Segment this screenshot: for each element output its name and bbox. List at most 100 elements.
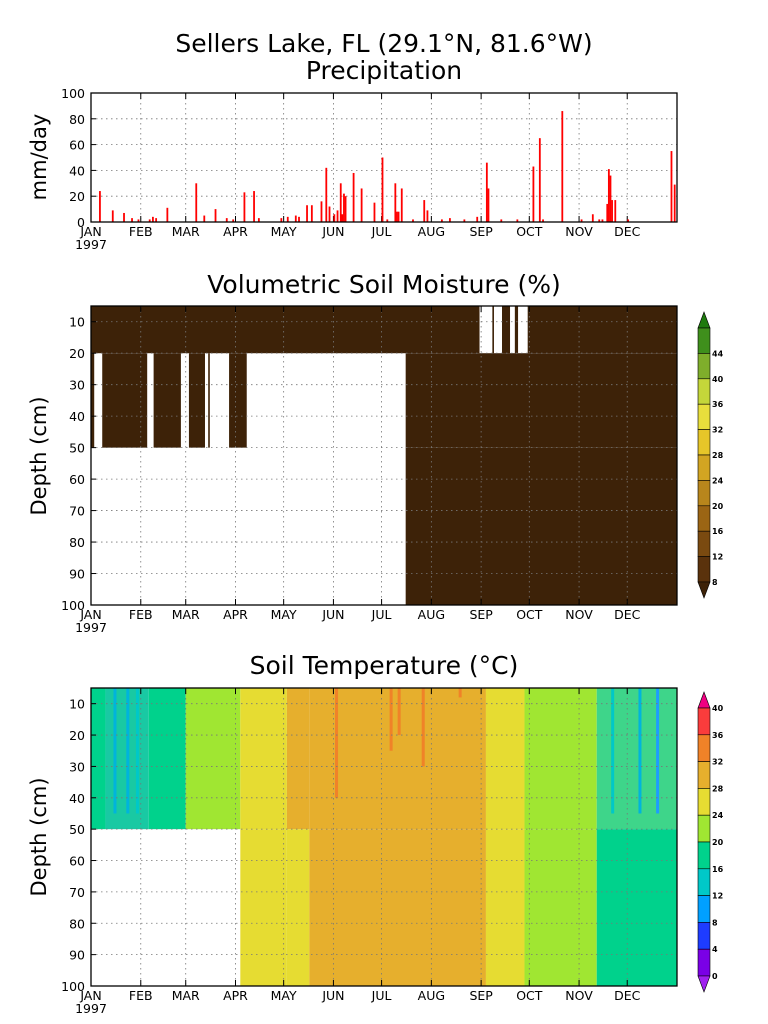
moisture-cell	[91, 353, 95, 448]
precip-bar	[485, 162, 488, 222]
precip-bar	[538, 138, 541, 222]
precip-bar	[152, 216, 154, 222]
moisture-title: Volumetric Soil Moisture (%)	[207, 270, 561, 299]
precip-bar	[325, 167, 328, 222]
precip-bar	[516, 219, 519, 222]
plot-frame	[90, 305, 678, 606]
temperature-cell	[524, 829, 597, 986]
temperature-cell	[524, 688, 597, 830]
precip-bar	[155, 218, 158, 222]
x-tick-label: MAR	[172, 607, 200, 622]
y-tick-label: 10	[69, 697, 85, 712]
precip-bar	[333, 214, 336, 222]
temperature-cell	[458, 688, 462, 698]
precip-bar	[627, 219, 630, 222]
precip-bar	[352, 172, 355, 222]
x-tick-label: FEB	[129, 988, 153, 1003]
colorbar-label: 44	[712, 349, 724, 358]
precip-bar	[476, 216, 479, 222]
precip-bar	[580, 219, 583, 222]
precip-bar	[423, 200, 426, 222]
x-tick-label: OCT	[516, 224, 543, 239]
precip-bar	[561, 111, 564, 222]
x-tick-label: NOV	[565, 988, 593, 1003]
precip-bar	[386, 219, 389, 222]
temperature-cell	[113, 688, 117, 814]
precip-bar	[463, 219, 466, 222]
temperature-cell	[240, 829, 287, 986]
year-label: 1997	[75, 237, 107, 252]
precip-bar	[360, 188, 363, 222]
colorbar-swatch	[697, 948, 711, 977]
y-tick-label: 90	[69, 567, 85, 582]
precip-bar	[500, 219, 503, 222]
y-tick-label: 80	[69, 535, 85, 550]
colorbar-swatch	[697, 480, 711, 507]
precip-bar	[343, 193, 345, 222]
temperature-cell	[91, 688, 106, 830]
temperature-cell	[335, 688, 339, 798]
precip-bar	[542, 219, 544, 222]
x-tick-label: MAY	[271, 607, 297, 622]
precip-bar	[339, 183, 342, 222]
temperature-cell	[485, 688, 525, 830]
precip-bar	[373, 202, 376, 222]
colorbar-label: 28	[712, 784, 724, 793]
colorbar-label: 8	[712, 578, 718, 587]
x-tick-label: JUN	[321, 988, 344, 1003]
colorbar-swatch	[697, 581, 711, 599]
temperature-cell	[397, 688, 401, 736]
precip-bar	[195, 183, 198, 222]
x-tick-label: SEP	[469, 224, 493, 239]
x-tick-label: JUN	[321, 607, 344, 622]
precip-bar	[306, 205, 308, 222]
x-tick-label: SEP	[469, 607, 493, 622]
colorbar-swatch	[697, 922, 711, 950]
colorbar-label: 12	[712, 892, 723, 901]
precip-bar	[214, 209, 217, 222]
moisture-y-label: Depth (cm)	[27, 396, 51, 515]
moisture-cell	[153, 353, 181, 448]
moisture-cell	[102, 353, 148, 448]
temperature-cell	[596, 688, 677, 830]
x-tick-label: JUN	[321, 224, 344, 239]
y-tick-label: 80	[69, 916, 85, 931]
precip-bar	[257, 218, 260, 222]
x-tick-label: SEP	[469, 988, 493, 1003]
temperature-cell	[596, 829, 677, 986]
colorbar-swatch	[697, 530, 711, 557]
precip-bar	[487, 188, 490, 222]
precip-bar	[344, 196, 347, 222]
year-label: 1997	[75, 620, 107, 635]
precip-bar	[298, 216, 300, 222]
colorbar-swatch	[697, 788, 711, 816]
temperature-cell	[286, 688, 310, 830]
x-tick-label: AUG	[418, 988, 445, 1003]
y-tick-label: 20	[69, 346, 85, 361]
y-tick-label: 10	[69, 315, 85, 330]
precip-bar	[243, 192, 246, 222]
y-tick-label: 50	[69, 822, 85, 837]
colorbar-label: 32	[712, 758, 723, 767]
temperature-colorbar: 0 4 8 12 16 20 24 28 32 36 40	[697, 691, 724, 993]
colorbar-swatch	[697, 454, 711, 481]
colorbar-label: 16	[712, 865, 724, 874]
y-tick-label: 20	[69, 728, 85, 743]
colorbar-label: 36	[712, 731, 724, 740]
colorbar-swatch	[697, 403, 711, 430]
x-tick-label: APR	[223, 607, 248, 622]
precip-bar	[440, 219, 443, 222]
year-label: 1997	[75, 1001, 107, 1016]
y-tick-label: 30	[69, 759, 85, 774]
colorbar-label: 8	[712, 918, 718, 927]
colorbar-swatch	[697, 761, 711, 789]
temperature-cell	[656, 688, 660, 814]
colorbar-label: 0	[712, 972, 718, 981]
precip-bar	[614, 200, 617, 222]
precip-bar	[253, 191, 255, 222]
temperature-cell	[185, 688, 241, 830]
precip-bar	[131, 218, 133, 222]
moisture-cell	[188, 353, 205, 448]
colorbar-label: 32	[712, 426, 723, 435]
precip-bar	[203, 215, 206, 222]
